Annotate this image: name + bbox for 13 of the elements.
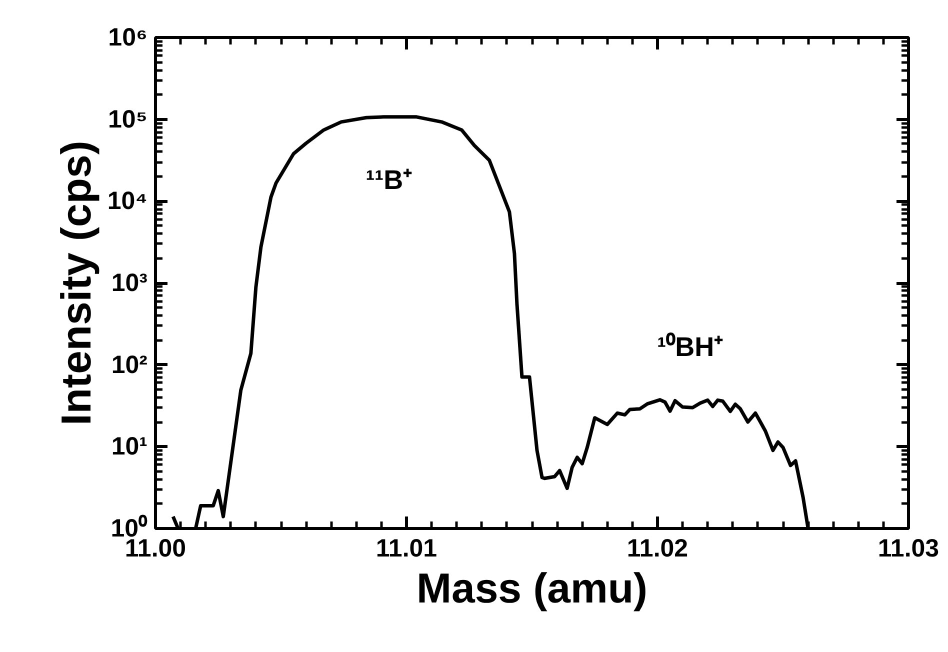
- x-tick-label: 11.01: [376, 534, 438, 562]
- y-axis-title: Intensity (cps): [52, 140, 100, 426]
- annotation: ¹¹B⁺: [366, 164, 412, 195]
- y-tick-label: 10⁵: [108, 105, 148, 134]
- y-tick-label: 10²: [111, 350, 148, 379]
- y-tick-label: 10⁴: [107, 187, 148, 216]
- x-axis-title: Mass (amu): [416, 564, 648, 612]
- y-tick-label: 10³: [111, 269, 148, 297]
- annotation: ¹⁰BH⁺: [657, 332, 724, 362]
- x-tick-label: 11.02: [626, 534, 688, 562]
- x-tick-label: 11.03: [878, 534, 940, 562]
- y-tick-label: 10¹: [111, 432, 148, 461]
- y-tick-label: 10⁶: [108, 24, 148, 52]
